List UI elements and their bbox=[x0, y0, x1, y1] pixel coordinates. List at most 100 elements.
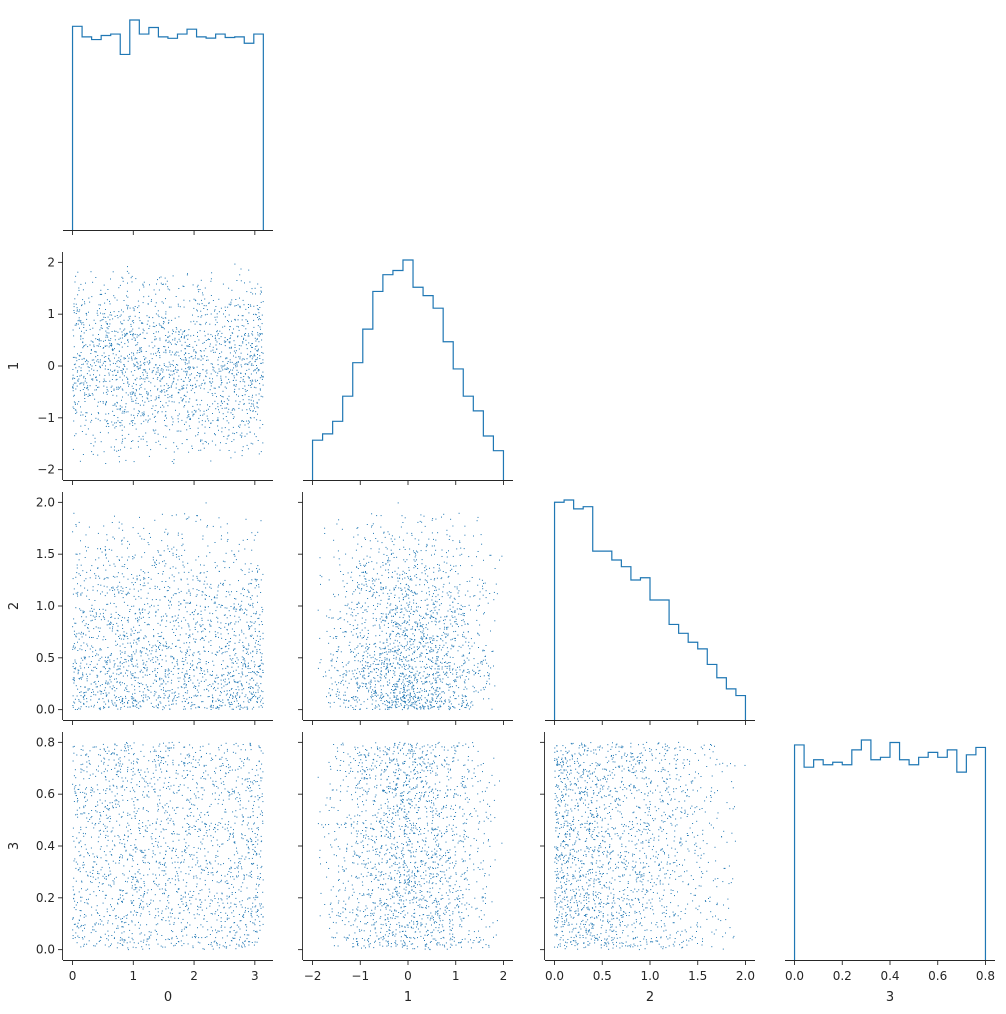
scatter-point bbox=[241, 656, 243, 658]
scatter-point bbox=[429, 650, 431, 652]
scatter-point bbox=[232, 676, 234, 677]
scatter-point bbox=[227, 306, 229, 308]
scatter-point bbox=[415, 574, 417, 575]
scatter-point bbox=[150, 449, 152, 451]
scatter-point bbox=[99, 374, 101, 376]
scatter-point bbox=[334, 667, 336, 669]
scatter-point bbox=[165, 335, 167, 336]
scatter-point bbox=[140, 415, 142, 417]
scatter-point bbox=[231, 550, 233, 552]
scatter-point bbox=[72, 386, 74, 388]
scatter-point bbox=[91, 368, 93, 370]
scatter-point bbox=[225, 357, 227, 359]
scatter-point bbox=[117, 417, 119, 419]
scatter-point bbox=[247, 653, 249, 655]
scatter-point bbox=[163, 328, 165, 330]
scatter-point bbox=[235, 706, 237, 708]
scatter-point bbox=[157, 397, 159, 399]
scatter-point bbox=[82, 289, 84, 291]
scatter-point bbox=[145, 636, 147, 638]
scatter-point bbox=[226, 693, 228, 695]
scatter-point bbox=[97, 584, 99, 586]
scatter-point bbox=[405, 678, 407, 680]
scatter-point bbox=[366, 638, 368, 640]
scatter-point bbox=[234, 263, 236, 265]
scatter-point bbox=[243, 688, 245, 690]
scatter-point bbox=[244, 389, 246, 391]
scatter-point bbox=[161, 326, 163, 328]
scatter-point bbox=[387, 667, 389, 668]
scatter-point bbox=[250, 652, 252, 654]
scatter-point bbox=[132, 425, 134, 426]
scatter-point bbox=[197, 358, 199, 360]
scatter-point bbox=[419, 656, 421, 658]
scatter-point bbox=[202, 292, 203, 294]
scatter-point bbox=[239, 609, 240, 611]
scatter-point bbox=[157, 659, 159, 661]
scatter-point bbox=[160, 702, 162, 704]
scatter-point bbox=[207, 404, 208, 406]
scatter-point bbox=[259, 649, 261, 651]
scatter-point bbox=[186, 391, 188, 393]
scatter-point bbox=[212, 700, 213, 702]
scatter-point bbox=[246, 614, 248, 616]
scatter-point bbox=[76, 593, 78, 595]
scatter-point bbox=[210, 704, 212, 706]
scatter-point bbox=[126, 685, 128, 687]
scatter-point bbox=[171, 574, 173, 576]
scatter-point bbox=[229, 361, 231, 363]
scatter-point bbox=[463, 636, 465, 638]
scatter-point bbox=[112, 424, 114, 426]
scatter-point bbox=[244, 608, 246, 610]
scatter-point bbox=[368, 691, 369, 693]
scatter-point bbox=[257, 370, 259, 372]
scatter-point bbox=[201, 617, 203, 619]
scatter-point bbox=[331, 689, 333, 691]
scatter-point bbox=[86, 595, 88, 597]
scatter-point bbox=[81, 304, 83, 306]
scatter-point bbox=[123, 662, 125, 663]
scatter-point bbox=[378, 548, 380, 550]
scatter-point bbox=[109, 679, 111, 681]
scatter-point bbox=[127, 593, 128, 595]
scatter-point bbox=[236, 662, 238, 664]
scatter-point bbox=[127, 701, 129, 703]
scatter-point bbox=[154, 399, 156, 401]
scatter-point bbox=[124, 437, 126, 439]
scatter-point bbox=[227, 361, 229, 362]
scatter-point bbox=[254, 361, 256, 363]
scatter-point bbox=[91, 645, 93, 647]
scatter-point bbox=[262, 669, 264, 671]
scatter-point bbox=[241, 570, 243, 572]
scatter-point bbox=[184, 371, 186, 373]
scatter-point bbox=[230, 694, 232, 696]
scatter-point bbox=[397, 632, 399, 634]
scatter-point bbox=[181, 385, 183, 387]
scatter-point bbox=[413, 706, 415, 708]
scatter-point bbox=[463, 613, 465, 614]
scatter-point bbox=[101, 327, 103, 329]
scatter-point bbox=[143, 578, 145, 580]
scatter-point bbox=[178, 693, 180, 695]
scatter-point bbox=[402, 617, 404, 619]
scatter-point bbox=[193, 675, 195, 677]
scatter-point bbox=[134, 370, 136, 371]
scatter-point bbox=[115, 422, 117, 424]
scatter-point bbox=[382, 564, 384, 566]
scatter-point bbox=[226, 403, 228, 405]
scatter-point bbox=[161, 284, 163, 285]
scatter-point bbox=[155, 293, 157, 295]
scatter-point bbox=[146, 670, 148, 672]
scatter-point bbox=[217, 698, 219, 700]
scatter-point bbox=[165, 298, 166, 300]
scatter-point bbox=[257, 325, 259, 327]
scatter-point bbox=[95, 575, 97, 577]
scatter-point bbox=[193, 669, 195, 671]
scatter-point bbox=[77, 323, 79, 325]
scatter-point bbox=[204, 707, 206, 709]
scatter-point bbox=[143, 647, 145, 649]
scatter-point bbox=[122, 590, 124, 592]
scatter-point bbox=[117, 388, 119, 390]
scatter-point bbox=[206, 409, 208, 411]
scatter-point bbox=[206, 707, 208, 709]
